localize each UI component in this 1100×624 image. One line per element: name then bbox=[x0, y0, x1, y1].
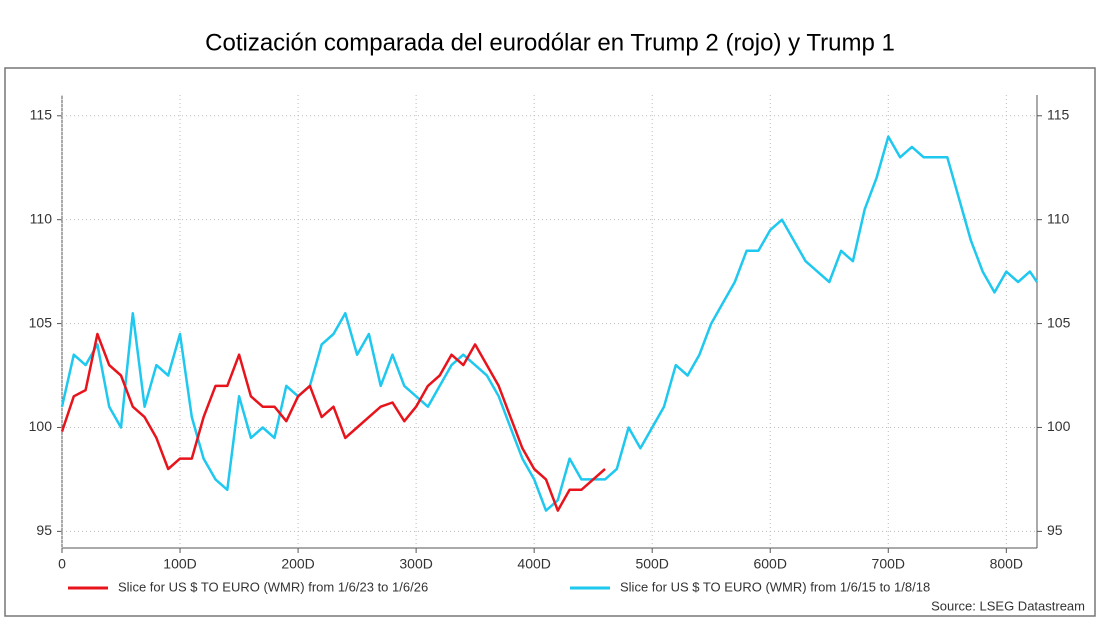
legend-label: Slice for US $ TO EURO (WMR) from 1/6/23… bbox=[118, 579, 428, 594]
x-tick-label: 0 bbox=[58, 556, 66, 572]
source: Source: LSEG Datastream bbox=[931, 598, 1085, 613]
x-tick-label: 100D bbox=[163, 556, 196, 572]
y-tick-label: 115 bbox=[30, 106, 53, 122]
y-tick-label: 95 bbox=[36, 522, 52, 538]
y2-tick-label: 105 bbox=[1047, 314, 1071, 330]
y2-tick-label: 110 bbox=[1047, 210, 1070, 226]
x-tick-label: 400D bbox=[517, 556, 550, 572]
x-tick-label: 500D bbox=[635, 556, 668, 572]
y-tick-label: 110 bbox=[30, 210, 53, 226]
legend-label: Slice for US $ TO EURO (WMR) from 1/6/15… bbox=[620, 579, 930, 594]
y2-tick-label: 95 bbox=[1047, 522, 1063, 538]
x-tick-label: 300D bbox=[399, 556, 432, 572]
series-line bbox=[60, 135, 1039, 512]
y2-tick-label: 100 bbox=[1047, 418, 1071, 434]
y-tick-label: 105 bbox=[29, 314, 53, 330]
frame bbox=[4, 67, 1096, 617]
y-tick-label: 100 bbox=[29, 418, 53, 434]
x-tick-label: 200D bbox=[281, 556, 314, 572]
y2-tick-label: 115 bbox=[1047, 106, 1070, 122]
x-tick-label: 800D bbox=[990, 556, 1023, 572]
x-tick-label: 600D bbox=[753, 556, 786, 572]
chart-title: Cotización comparada del eurodólar en Tr… bbox=[205, 29, 895, 56]
x-tick-label: 700D bbox=[872, 556, 905, 572]
series-line bbox=[60, 332, 606, 512]
